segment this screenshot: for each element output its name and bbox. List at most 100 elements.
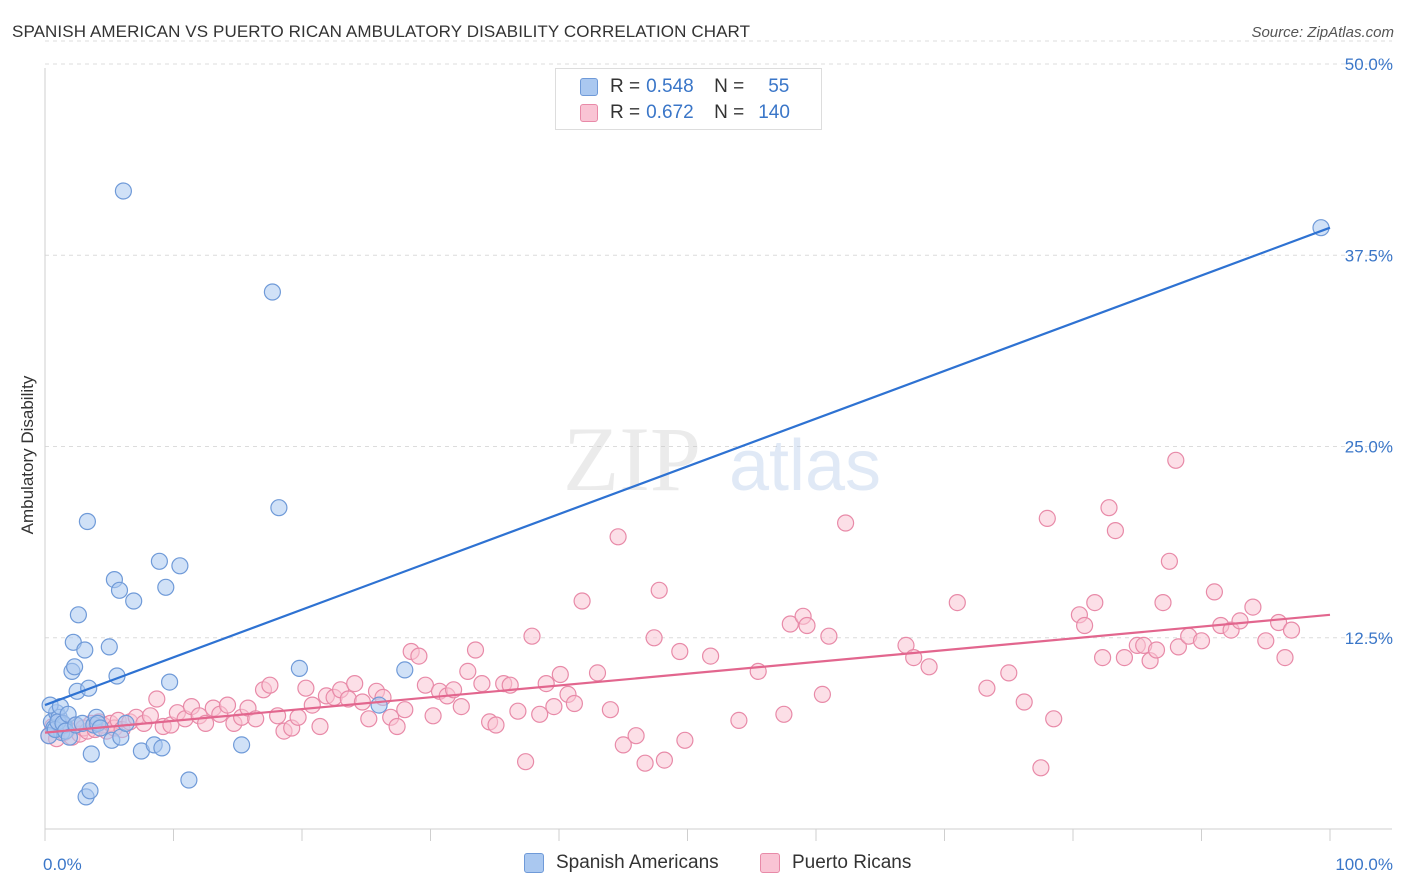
point-1-103: [813, 685, 832, 704]
point-0-50: [290, 659, 308, 678]
point-1-113: [1032, 759, 1050, 777]
legend-label: Spanish Americans: [556, 852, 719, 873]
correlation-legend: R = 0.548 N = 55 R = 0.672 N = 140: [555, 68, 822, 130]
trend-line-0: [44, 226, 1331, 707]
point-1-126: [1147, 641, 1166, 659]
point-1-31: [197, 714, 215, 733]
point-1-54: [360, 710, 378, 728]
point-1-97: [730, 711, 748, 730]
point-1-63: [424, 707, 442, 725]
point-1-59: [396, 701, 414, 719]
point-1-129: [1169, 638, 1188, 656]
point-1-92: [650, 581, 668, 599]
point-0-23: [78, 512, 97, 531]
point-1-99: [775, 705, 793, 723]
point-1-47: [311, 717, 329, 736]
y-tick-label-1: 25.0%: [1345, 438, 1393, 457]
point-0-25: [82, 745, 100, 763]
legend-swatch-blue: [580, 78, 598, 96]
series-1: [40, 451, 1301, 777]
point-1-38: [247, 710, 265, 728]
point-1-118: [1086, 593, 1104, 612]
point-0-51: [370, 696, 388, 714]
point-1-104: [820, 627, 838, 645]
x-tick-label-1: 100.0%: [1335, 855, 1393, 874]
tick-labels: 12.5% 25.0% 37.5% 50.0% 0.0% 100.0%: [43, 55, 1393, 874]
trend-line-1: [44, 613, 1331, 734]
point-1-112: [1015, 693, 1033, 711]
point-1-61: [410, 647, 428, 665]
point-1-89: [627, 727, 645, 745]
point-1-130: [1167, 451, 1185, 469]
point-1-100: [781, 615, 799, 633]
x-tick-label-0: 0.0%: [43, 855, 82, 874]
y-tick-label-0: 12.5%: [1345, 629, 1393, 648]
point-0-34: [110, 581, 129, 599]
r-label: R =: [610, 102, 641, 123]
y-axis-title: Ambulatory Disability: [18, 375, 37, 535]
chart-title: SPANISH AMERICAN VS PUERTO RICAN AMBULAT…: [12, 22, 751, 41]
y-tick-label-2: 37.5%: [1345, 246, 1393, 265]
point-1-90: [636, 754, 654, 772]
point-0-36: [114, 182, 133, 200]
point-1-45: [297, 679, 315, 697]
point-1-76: [516, 753, 535, 771]
point-1-44: [289, 708, 307, 726]
series-0: [40, 182, 1330, 806]
point-1-85: [588, 664, 607, 682]
n-value: 55: [768, 76, 790, 97]
point-1-84: [573, 592, 591, 610]
point-1-81: [551, 665, 569, 684]
point-1-87: [609, 528, 627, 546]
point-1-52: [346, 674, 364, 693]
r-value: 0.548: [646, 76, 694, 97]
point-1-72: [487, 716, 505, 734]
point-1-91: [645, 629, 663, 647]
point-1-86: [601, 701, 620, 719]
legend-swatch-pink: [760, 853, 780, 873]
data-points: [40, 182, 1330, 806]
point-1-140: [1276, 648, 1294, 667]
point-1-119: [1093, 648, 1112, 667]
point-1-114: [1038, 509, 1056, 528]
point-1-108: [920, 658, 938, 676]
watermark-zip: ZIP: [563, 408, 701, 510]
point-1-68: [459, 662, 477, 681]
point-1-115: [1045, 710, 1063, 728]
point-1-62: [416, 676, 434, 694]
trend-lines: [44, 226, 1331, 734]
point-0-52: [396, 661, 414, 679]
point-1-117: [1075, 616, 1094, 635]
point-1-40: [261, 676, 279, 694]
point-1-46: [303, 696, 321, 714]
point-1-105: [836, 514, 855, 532]
point-1-78: [531, 705, 549, 723]
point-1-111: [1000, 664, 1018, 682]
point-0-20: [69, 606, 88, 624]
point-1-67: [452, 697, 470, 716]
point-1-102: [798, 616, 816, 635]
grid-lines: [45, 40, 1392, 639]
point-1-88: [614, 736, 632, 754]
point-1-138: [1257, 632, 1275, 650]
point-1-93: [655, 751, 674, 769]
point-1-132: [1192, 632, 1211, 650]
legend-row-puerto-ricans: R = 0.672 N = 140: [580, 101, 790, 125]
point-1-96: [701, 647, 720, 665]
point-0-46: [180, 771, 198, 789]
point-1-24: [148, 690, 166, 708]
n-label: N =: [714, 76, 745, 97]
point-1-94: [671, 642, 689, 661]
point-1-75: [509, 702, 527, 720]
series-legend: Spanish Americans Puerto Ricans: [0, 852, 1406, 878]
point-0-37: [117, 714, 135, 733]
point-1-121: [1106, 521, 1125, 540]
point-0-48: [263, 283, 281, 301]
point-1-120: [1100, 499, 1118, 517]
legend-row-spanish-americans: R = 0.548 N = 55: [580, 75, 789, 99]
point-1-95: [676, 731, 694, 749]
point-1-70: [473, 674, 491, 693]
point-0-17: [65, 658, 84, 676]
point-0-22: [76, 641, 94, 659]
